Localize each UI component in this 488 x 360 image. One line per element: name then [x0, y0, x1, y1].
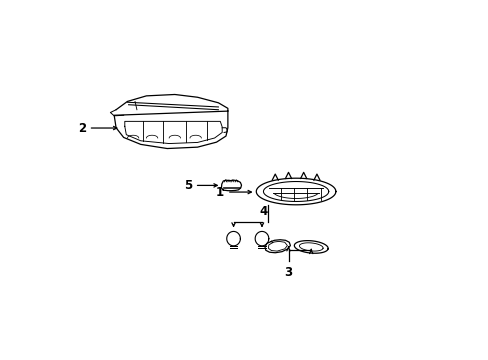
- Text: 1: 1: [216, 185, 251, 199]
- Text: 3: 3: [284, 266, 292, 279]
- Text: 4: 4: [259, 205, 267, 218]
- Text: 2: 2: [78, 122, 117, 135]
- Text: 5: 5: [183, 179, 217, 192]
